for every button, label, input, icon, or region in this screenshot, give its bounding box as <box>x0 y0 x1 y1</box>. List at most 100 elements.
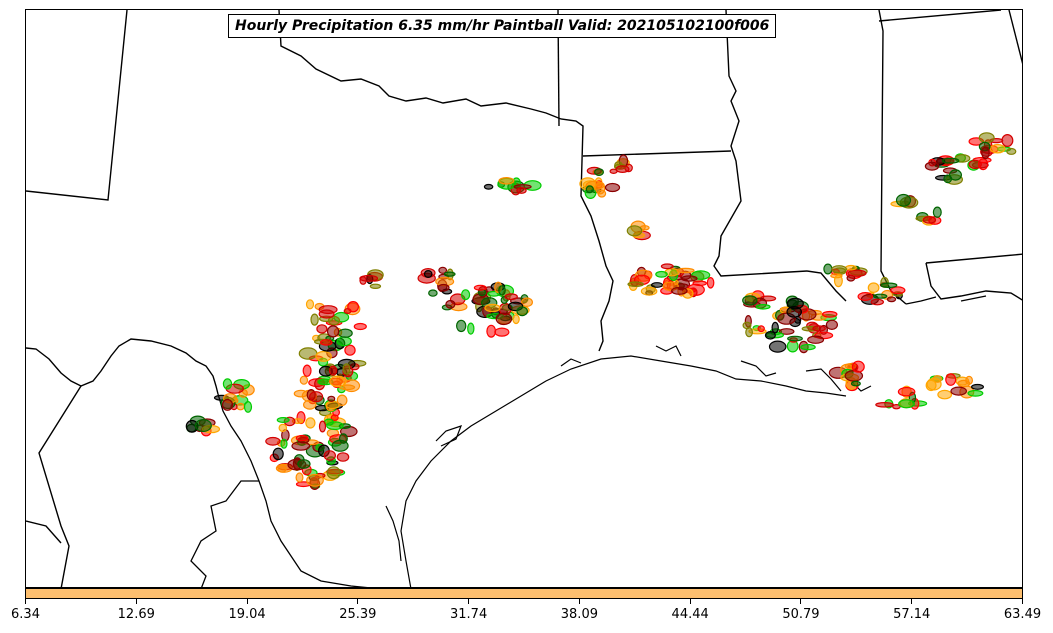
precip-blob <box>486 324 497 338</box>
precip-blob <box>880 282 898 289</box>
precip-blob <box>437 283 450 292</box>
precip-blob <box>585 185 594 194</box>
precip-blob <box>825 319 839 330</box>
precip-blob <box>676 267 695 274</box>
colorbar-tick <box>25 599 26 604</box>
precip-blob <box>236 402 245 411</box>
precip-blob <box>831 265 847 274</box>
precip-blob <box>498 285 506 296</box>
precip-blob <box>495 312 513 326</box>
precip-blob <box>498 177 515 185</box>
precip-blob <box>272 447 284 461</box>
precip-blob <box>295 472 304 483</box>
precip-blob <box>970 383 984 390</box>
precip-blob <box>857 292 874 302</box>
precip-blob <box>786 306 802 318</box>
precip-blob <box>924 161 940 171</box>
colorbar-tick <box>135 599 137 604</box>
precip-blob <box>945 373 957 386</box>
precip-blob <box>221 398 234 411</box>
precip-blob <box>423 270 433 279</box>
precip-blob <box>870 298 885 306</box>
precip-blob <box>627 281 644 288</box>
international-border <box>190 393 368 587</box>
precip-blob <box>845 264 857 271</box>
precip-blob <box>615 165 630 174</box>
precip-blob <box>336 394 348 407</box>
colorbar-tick <box>911 599 913 604</box>
colorbar-tick-label: 31.74 <box>450 607 488 622</box>
map-panel <box>25 9 1023 588</box>
precip-blob <box>280 438 288 449</box>
precip-blob <box>336 336 352 347</box>
precip-blob <box>981 146 990 160</box>
precip-blob <box>328 365 338 376</box>
precip-blob <box>299 375 309 385</box>
precip-blob <box>483 183 494 190</box>
colorbar-tick <box>468 599 470 604</box>
precip-blob <box>655 270 668 278</box>
precip-blob <box>484 303 501 313</box>
precip-blob <box>898 399 915 409</box>
precip-blob <box>344 344 356 356</box>
colorbar <box>25 588 1023 599</box>
precip-blob <box>310 313 319 326</box>
precip-blob <box>768 340 787 353</box>
precip-blob <box>867 282 880 293</box>
precip-blob <box>298 347 318 360</box>
precip-blob <box>742 321 752 330</box>
precip-blob <box>650 282 664 288</box>
precip-blob <box>851 360 865 373</box>
precip-blob <box>330 414 339 422</box>
precip-blob <box>473 284 487 291</box>
precip-blob <box>494 327 510 337</box>
colorbar-tick-label: 44.44 <box>671 607 709 622</box>
precip-blob <box>359 274 379 282</box>
precip-blob <box>706 276 715 289</box>
colorbar-tick <box>689 599 691 604</box>
precip-blob <box>516 187 527 194</box>
precip-blob <box>660 263 674 270</box>
precip-blob <box>369 283 382 289</box>
precip-blob <box>771 321 779 334</box>
precip-blob <box>342 363 351 375</box>
precip-blob <box>890 286 906 295</box>
precip-blob <box>680 275 698 282</box>
precip-blob <box>461 289 471 301</box>
precip-blob <box>316 324 328 334</box>
precip-blob <box>353 322 367 331</box>
precip-blob <box>1006 147 1017 155</box>
precip-blob <box>807 335 825 344</box>
precip-blob <box>787 335 803 342</box>
precip-blob <box>873 293 888 299</box>
precip-blob <box>895 193 912 207</box>
precip-blob <box>306 473 324 487</box>
precip-blob <box>978 132 995 144</box>
precip-blob <box>278 423 288 433</box>
precip-blob <box>755 303 771 310</box>
precip-blob <box>504 293 518 301</box>
precip-blob <box>443 271 456 277</box>
precip-blob <box>821 310 838 318</box>
precip-blob <box>897 386 916 397</box>
precip-blob <box>276 417 290 424</box>
precip-blob <box>965 375 973 385</box>
coastline <box>385 295 987 587</box>
colorbar-tick <box>1022 599 1023 604</box>
colorbar-tick <box>800 599 802 604</box>
precip-blob <box>297 459 311 469</box>
precip-blob <box>670 286 688 295</box>
precip-blob <box>326 325 340 338</box>
precip-blob <box>336 452 350 462</box>
precip-blob <box>305 299 315 310</box>
colorbar-tick <box>578 599 580 604</box>
colorbar-tick-label: 57.14 <box>893 607 931 622</box>
precip-blob <box>337 328 353 338</box>
precip-blob <box>302 364 312 377</box>
precip-blob <box>326 466 341 480</box>
precip-blob <box>520 297 533 307</box>
precip-blob <box>265 436 281 446</box>
precip-blob <box>937 389 953 400</box>
precip-blob <box>277 464 287 473</box>
precip-blob <box>932 206 942 218</box>
